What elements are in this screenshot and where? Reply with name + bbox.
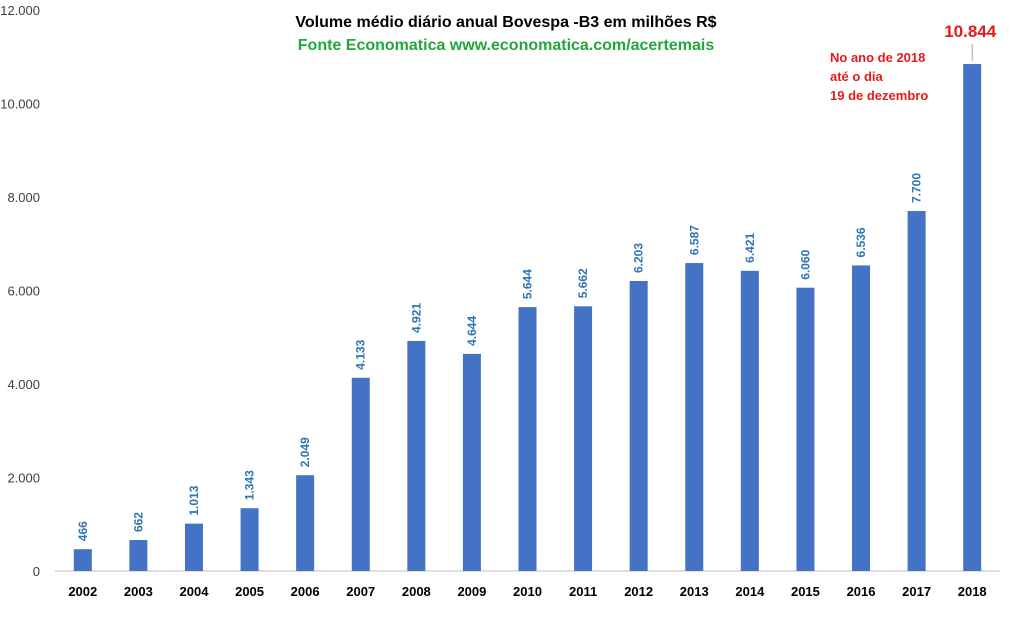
x-tick-label: 2016: [847, 584, 876, 599]
data-label: 10.844: [944, 22, 997, 41]
x-tick-label: 2005: [235, 584, 264, 599]
data-label: 6.536: [854, 227, 868, 257]
y-tick-label: 6.000: [7, 284, 40, 299]
x-tick-label: 2018: [958, 584, 987, 599]
x-tick-label: 2015: [791, 584, 820, 599]
annotation-line-2: até o dia: [830, 69, 884, 84]
data-label: 7.700: [910, 173, 924, 203]
bar: [129, 540, 148, 571]
data-label: 1.343: [243, 470, 257, 500]
data-label: 662: [131, 512, 145, 532]
y-tick-label: 4.000: [7, 377, 40, 392]
data-label: 6.060: [798, 249, 812, 279]
data-label: 4.133: [354, 339, 368, 369]
bar: [296, 475, 315, 571]
chart-subtitle: Fonte Economatica www.economatica.com/ac…: [298, 37, 715, 54]
bar: [351, 377, 370, 571]
y-axis: 0 2.000 4.000 6.000 8.000 10.000 12.000: [0, 3, 40, 579]
y-tick-label: 2.000: [7, 471, 40, 486]
y-tick-label: 12.000: [0, 3, 40, 18]
x-tick-label: 2012: [624, 584, 653, 599]
x-tick-label: 2009: [457, 584, 486, 599]
data-label: 2.049: [298, 437, 312, 467]
data-label: 5.662: [576, 268, 590, 298]
data-label: 466: [76, 521, 90, 541]
annotation-note: No ano de 2018 até o dia 19 de dezembro: [830, 50, 929, 103]
x-tick-label: 2003: [124, 584, 153, 599]
bar: [796, 287, 815, 571]
x-tick-label: 2014: [735, 584, 765, 599]
annotation-line-1: No ano de 2018: [830, 50, 925, 65]
bar: [685, 263, 704, 571]
x-tick-label: 2013: [680, 584, 709, 599]
data-label: 1.013: [187, 485, 201, 515]
data-label: 5.644: [521, 269, 535, 299]
bar: [907, 211, 926, 571]
bar: [73, 549, 92, 571]
x-tick-label: 2007: [346, 584, 375, 599]
bar: [240, 508, 259, 571]
y-tick-label: 10.000: [0, 97, 40, 112]
bar: [963, 64, 982, 571]
bars-group: 466 662 1.013 1.343 2.049 4.133 4.921 4.644 5.64…: [73, 22, 997, 571]
data-label: 6.587: [687, 225, 701, 255]
x-tick-label: 2008: [402, 584, 431, 599]
annotation-line-3: 19 de dezembro: [830, 88, 928, 103]
x-tick-label: 2011: [569, 584, 597, 599]
bar: [518, 307, 537, 571]
x-tick-label: 2010: [513, 584, 542, 599]
data-label: 4.921: [409, 303, 423, 333]
bar: [740, 270, 759, 571]
bar: [407, 340, 426, 571]
bar: [852, 265, 871, 571]
bar: [462, 353, 481, 571]
bar: [574, 306, 593, 571]
x-tick-label: 2002: [68, 584, 97, 599]
bar: [184, 523, 203, 571]
x-axis: 2002 2003 2004 2005 2006 2007 2008 2009 2010 2011…: [68, 584, 986, 599]
x-tick-label: 2004: [180, 584, 210, 599]
data-label: 4.644: [465, 316, 479, 346]
chart-title: Volume médio diário anual Bovespa -B3 em…: [295, 14, 716, 31]
x-tick-label: 2017: [902, 584, 931, 599]
y-tick-label: 0: [33, 564, 40, 579]
x-tick-label: 2006: [291, 584, 320, 599]
y-tick-label: 8.000: [7, 190, 40, 205]
data-label: 6.203: [632, 243, 646, 273]
bar: [629, 281, 648, 571]
data-label: 6.421: [743, 232, 757, 262]
